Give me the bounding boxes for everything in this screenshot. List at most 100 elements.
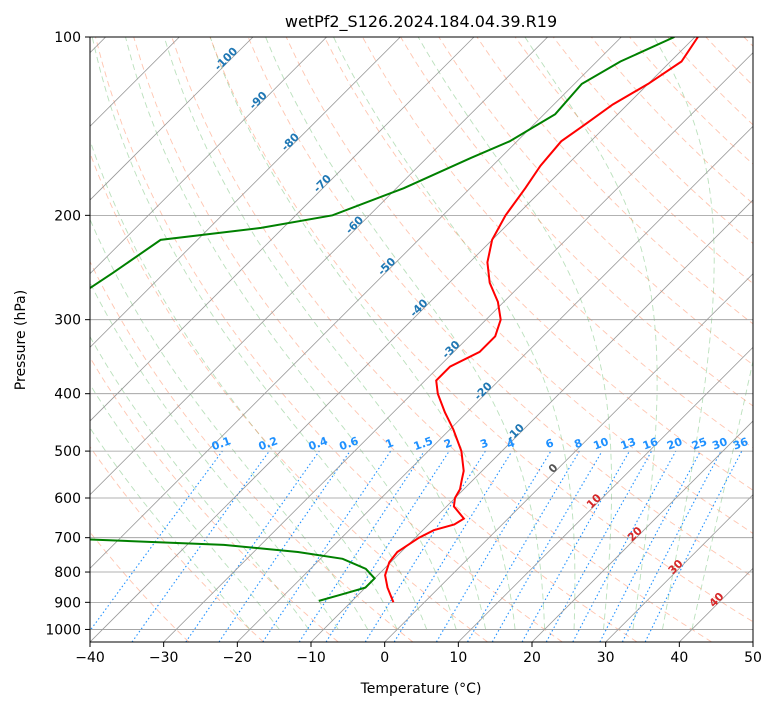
moist-adiabat: [524, 37, 658, 630]
mixing-ratio-label: 0.4: [307, 434, 330, 453]
pressure-gridlines: [90, 37, 753, 630]
x-tick-label: −10: [296, 650, 326, 666]
mixing-ratio-label: 0.2: [257, 434, 280, 453]
mixing-ratio-line: [521, 450, 630, 642]
dry-adiabat: [133, 37, 638, 642]
chart-title: wetPf2_S126.2024.184.04.39.R19: [285, 12, 557, 32]
x-axis-label: Temperature (°C): [360, 681, 482, 697]
mixing-ratio-line: [90, 450, 223, 632]
isotherm-line: [90, 37, 475, 422]
x-tick-label: −30: [149, 650, 179, 666]
isotherm-line: [605, 494, 753, 642]
moist-adiabats: [90, 37, 753, 630]
mixing-ratio-label: 20: [665, 435, 684, 453]
x-tick-label: −40: [75, 650, 105, 666]
y-tick-label: 1000: [45, 622, 81, 638]
mixing-ratio-labels: 0.1 0.2 0.4 0.6 1 1.5 2 3 4 6 8 10 13 16 20 25 30 36: [210, 434, 750, 453]
mixing-ratio-label: 1.5: [412, 434, 435, 453]
x-tick-label: −20: [223, 650, 253, 666]
mixing-ratio-label: 3: [478, 436, 490, 451]
moist-adiabat: [90, 138, 398, 630]
x-axis-ticks: −40 −30 −20 −10 0 10 20 30 40 50: [75, 642, 762, 666]
mixing-ratio-lines: [90, 450, 743, 642]
y-tick-label: 900: [54, 595, 81, 611]
isotherm-line: [237, 125, 753, 642]
moist-adiabat: [90, 218, 369, 630]
moist-adiabat: [691, 358, 753, 630]
moist-adiabat: [163, 37, 487, 630]
moist-adiabat: [265, 37, 546, 630]
mixing-ratio-label: 8: [572, 436, 584, 451]
y-tick-label: 600: [54, 491, 81, 507]
mixing-ratio-line: [325, 450, 450, 642]
plot-frame: [89, 36, 754, 643]
moist-adiabat: [653, 37, 715, 630]
mixing-ratio-label: 2: [442, 436, 454, 451]
skewed-isotherms: [90, 37, 753, 642]
moist-adiabat: [91, 37, 428, 630]
isotherm-line: [90, 37, 401, 348]
mixing-ratio-label: 1: [384, 436, 396, 451]
dry-adiabat: [514, 37, 753, 285]
temperature-profile-line: [384, 37, 699, 603]
mixing-ratio-line: [644, 450, 743, 642]
y-tick-label: 200: [54, 208, 81, 224]
x-tick-label: 40: [670, 650, 688, 666]
dry-adiabat: [476, 37, 753, 325]
y-tick-label: 500: [54, 444, 81, 460]
mixing-ratio-line: [298, 450, 425, 642]
dry-adiabat: [90, 445, 264, 642]
mixing-ratio-line: [393, 450, 513, 642]
isotherm-line: [310, 199, 753, 642]
isotherm-line: [384, 273, 753, 642]
mixing-ratio-line: [545, 450, 653, 642]
x-tick-label: 10: [449, 650, 467, 666]
y-tick-label: 100: [54, 30, 81, 46]
isotherm-line: [90, 37, 696, 642]
isotherm-line: [531, 420, 753, 642]
mixing-ratio-line: [262, 450, 392, 642]
dry-adiabat: [209, 37, 753, 623]
y-tick-label: 400: [54, 387, 81, 403]
x-tick-label: 0: [380, 650, 389, 666]
mixing-ratio-line: [185, 450, 320, 642]
mixing-ratio-line: [218, 450, 351, 642]
y-tick-label: 800: [54, 565, 81, 581]
moist-adiabat: [90, 335, 310, 630]
profile-series: [90, 37, 699, 603]
y-tick-label: 300: [54, 313, 81, 329]
mixing-ratio-label: 13: [619, 435, 638, 452]
y-axis-ticks: 100 200 300 400 500 600 700 800 900 1000: [45, 30, 90, 638]
moist-adiabat: [209, 37, 516, 630]
moist-adiabat: [90, 383, 280, 630]
mixing-ratio-line: [131, 450, 270, 642]
moist-adiabat: [125, 37, 457, 630]
mixing-ratio-label: 16: [641, 435, 660, 453]
y-tick-label: 700: [54, 531, 81, 547]
dewpoint-profile-line: [90, 37, 675, 602]
moist-adiabat: [90, 427, 251, 630]
mixing-ratio-label: 0.6: [338, 434, 361, 453]
dry-adiabat: [171, 37, 712, 642]
x-tick-label: 30: [597, 650, 615, 666]
mixing-ratio-label: 25: [690, 435, 709, 452]
x-tick-label: 50: [744, 650, 762, 666]
dry-adiabat: [323, 37, 753, 491]
mixing-ratio-line: [572, 450, 677, 642]
isotherm-line: [90, 37, 254, 201]
moist-adiabat: [90, 281, 339, 630]
dry-adiabat: [285, 37, 753, 534]
mixing-ratio-label: 10: [592, 435, 611, 453]
dry-adiabat: [247, 37, 753, 578]
mixing-ratio-label: 36: [731, 435, 750, 453]
mixing-ratio-label: 4: [505, 436, 517, 451]
mixing-ratio-label: 6: [544, 436, 556, 451]
x-tick-label: 20: [523, 650, 541, 666]
isotherm-line: [90, 37, 327, 275]
y-axis-label: Pressure (hPa): [13, 290, 29, 390]
mixing-ratio-label: 30: [710, 435, 729, 453]
dry-adiabat: [95, 37, 563, 642]
plot-area: -100-90-80-70-60-50-40-30-20-10010203040…: [90, 37, 753, 642]
isotherm-line: [163, 52, 753, 642]
